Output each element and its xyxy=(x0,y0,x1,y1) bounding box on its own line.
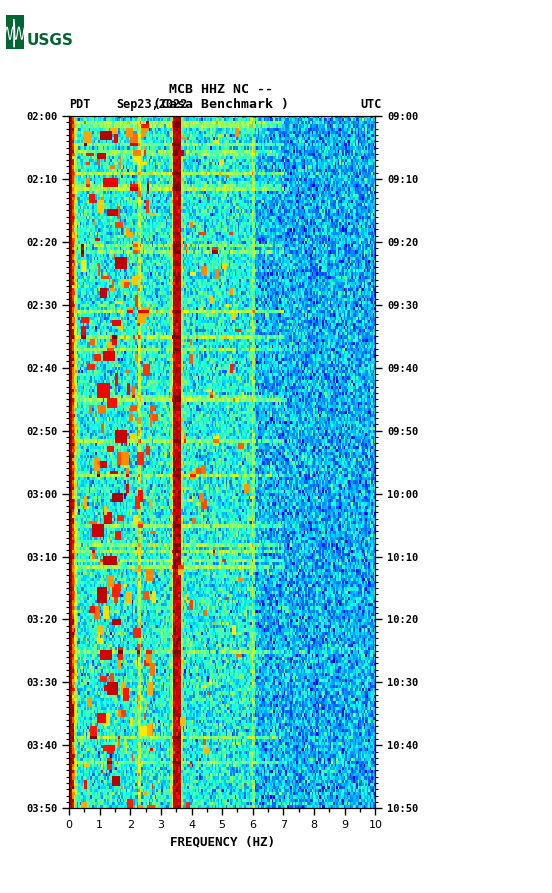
Text: Sep23,2022: Sep23,2022 xyxy=(116,97,187,111)
FancyBboxPatch shape xyxy=(6,15,24,49)
Text: PDT: PDT xyxy=(69,97,91,111)
Text: USGS: USGS xyxy=(26,34,73,48)
Text: UTC: UTC xyxy=(360,97,382,111)
Text: MCB HHZ NC --: MCB HHZ NC -- xyxy=(169,83,273,96)
X-axis label: FREQUENCY (HZ): FREQUENCY (HZ) xyxy=(169,836,275,848)
Text: (Casa Benchmark ): (Casa Benchmark ) xyxy=(153,97,289,111)
